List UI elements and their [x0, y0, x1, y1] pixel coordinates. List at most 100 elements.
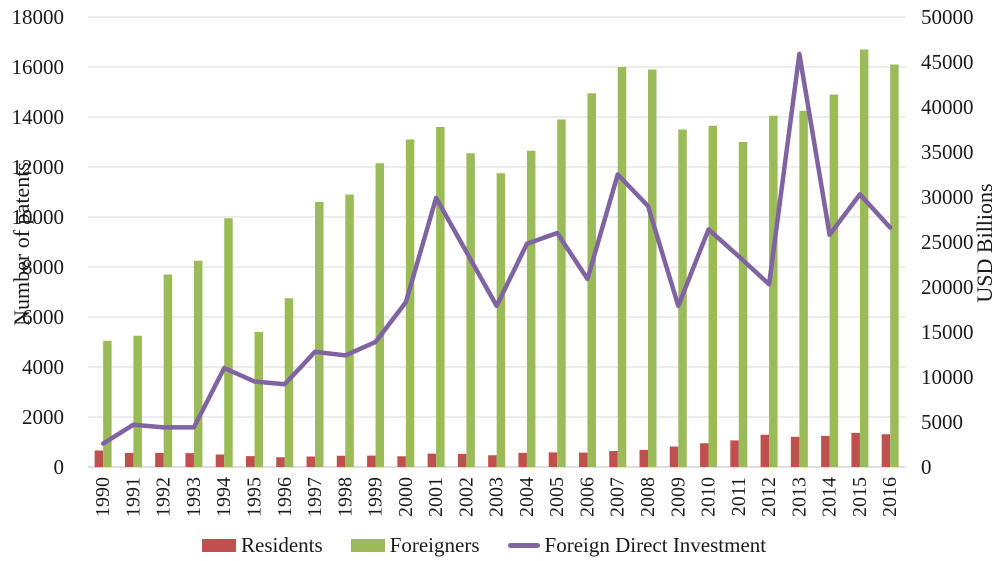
year-label: 2015	[849, 477, 871, 517]
residents-bar-2008	[639, 449, 649, 467]
left-tick-label: 16000	[12, 55, 65, 79]
residents-bar-2010	[700, 443, 709, 467]
residents-bar-2012	[760, 434, 770, 467]
right-tick-label: 10000	[921, 365, 974, 389]
year-label: 1998	[334, 477, 356, 517]
legend-item-fdi: Foreign Direct Investment	[507, 533, 767, 558]
residents-bar-2016	[881, 434, 891, 467]
residents-bar-2005	[548, 452, 558, 467]
year-label: 2013	[788, 477, 810, 517]
legend-item-foreigners: Foreigners	[350, 533, 480, 558]
right-tick-label: 35000	[921, 140, 974, 164]
residents-bar-1996	[276, 457, 285, 467]
residents-bar-2003	[488, 455, 497, 467]
right-tick-label: 25000	[921, 230, 974, 254]
year-label: 1994	[213, 477, 235, 517]
residents-bar-2011	[730, 440, 739, 467]
right-tick-label: 0	[921, 455, 932, 479]
left-tick-label: 12000	[12, 155, 65, 179]
foreigners-bar-1995	[254, 332, 263, 467]
foreigners-bar-2000	[405, 139, 415, 467]
year-label: 1996	[274, 477, 296, 517]
right-axis-tick-labels: 0 5000 10000 15000 20000 25000 30000 35000 40000…	[921, 5, 974, 479]
year-label: 1991	[122, 477, 144, 517]
right-tick-label: 50000	[921, 5, 974, 29]
foreigners-bar-1992	[163, 274, 173, 467]
foreigners-bar-1998	[345, 194, 354, 467]
left-axis-title: Number of patents	[9, 162, 34, 326]
residents-bar-2006	[578, 452, 588, 467]
year-label: 2001	[425, 477, 447, 517]
residents-bar-1991	[124, 452, 134, 467]
year-label: 2005	[546, 477, 568, 517]
year-label: 2012	[758, 477, 780, 517]
year-label: 2010	[698, 477, 720, 517]
foreigners-bar-1990	[103, 340, 112, 467]
residents-bar-2002	[457, 453, 467, 467]
residents-bar-1990	[94, 450, 104, 467]
foreigners-bar-1993	[193, 260, 203, 467]
foreigners-bar-2010	[708, 125, 718, 467]
year-label: 2002	[455, 477, 477, 517]
legend-item-residents: Residents	[202, 533, 323, 558]
residents-bar-2001	[427, 453, 437, 467]
year-label: 2014	[819, 477, 841, 517]
foreigners-bar-2012	[769, 115, 778, 467]
x-axis-tick-labels: 1990 1991 1992 1993 1994 1995 1996 1997 1998 1999…	[92, 477, 901, 517]
foreigners-bar-2011	[738, 142, 748, 467]
left-tick-label: 10000	[12, 205, 65, 229]
residents-bar-1998	[336, 455, 346, 467]
residents-bar-2000	[397, 456, 406, 467]
foreigners-bar-2001	[436, 127, 445, 467]
right-axis-title: USD Billions	[972, 183, 997, 303]
legend-label-residents: Residents	[241, 533, 323, 557]
left-tick-label: 2000	[22, 405, 64, 429]
foreigners-bar-2007	[617, 67, 627, 467]
foreigners-bar-1999	[375, 163, 385, 467]
residents-bars	[94, 432, 891, 467]
year-label: 1997	[304, 477, 326, 517]
year-label: 2003	[486, 477, 508, 517]
foreigners-bar-2003	[496, 173, 506, 467]
residents-bar-1994	[215, 454, 225, 467]
year-label: 2016	[879, 477, 901, 517]
residents-bar-2015	[851, 432, 860, 467]
foreigners-bar-2013	[799, 110, 808, 467]
left-tick-label: 6000	[22, 305, 64, 329]
year-label: 1993	[183, 477, 205, 517]
right-tick-label: 5000	[921, 410, 963, 434]
year-label: 2004	[516, 477, 538, 517]
residents-bar-2004	[518, 452, 527, 467]
year-label: 1990	[92, 477, 114, 517]
year-label: 2007	[607, 477, 629, 517]
foreigners-bar-2005	[557, 119, 566, 467]
residents-bar-1995	[245, 456, 255, 467]
year-label: 2000	[395, 477, 417, 517]
year-label: 1992	[153, 477, 175, 517]
residents-bar-1992	[155, 452, 164, 467]
residents-swatch-icon	[202, 539, 237, 552]
foreigners-bar-2002	[466, 153, 475, 467]
legend-label-foreigners: Foreigners	[389, 533, 480, 557]
fdi-line	[100, 51, 893, 446]
year-label: 1999	[365, 477, 387, 517]
right-tick-label: 45000	[921, 50, 974, 74]
residents-bar-1997	[306, 456, 316, 467]
foreigners-bar-1991	[133, 335, 142, 467]
foreigners-bar-2015	[859, 49, 869, 467]
left-tick-label: 4000	[22, 355, 64, 379]
residents-bar-2013	[790, 436, 800, 467]
left-tick-label: 0	[54, 455, 65, 479]
legend-label-fdi: Foreign Direct Investment	[544, 533, 767, 557]
foreigners-bar-2014	[829, 94, 839, 467]
residents-bar-1999	[367, 455, 376, 467]
foreigners-swatch-icon	[350, 539, 385, 552]
foreigners-bar-2006	[587, 93, 596, 467]
right-tick-label: 30000	[921, 185, 974, 209]
year-label: 2009	[667, 477, 689, 517]
foreigners-bar-2004	[526, 150, 536, 467]
right-tick-label: 15000	[921, 320, 974, 344]
residents-bar-2007	[609, 451, 618, 467]
